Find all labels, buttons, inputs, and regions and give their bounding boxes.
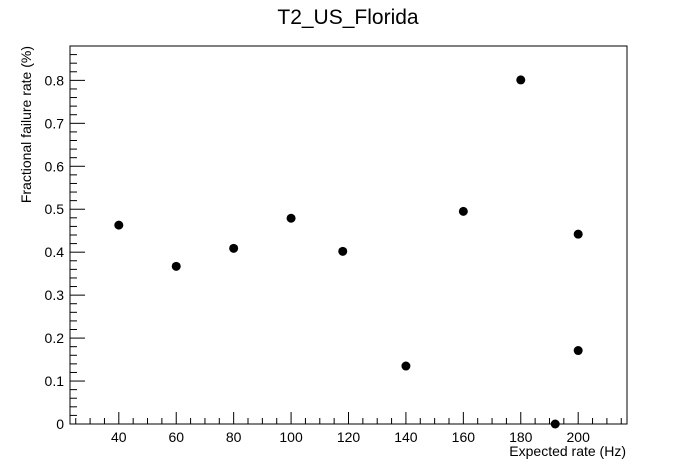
data-point — [573, 346, 583, 356]
x-tick-label: 200 — [567, 429, 591, 445]
data-points — [114, 75, 583, 429]
x-tick-label: 120 — [337, 429, 361, 445]
y-tick-label: 0.5 — [45, 201, 65, 217]
y-tick-label: 0.8 — [45, 72, 65, 88]
data-point — [516, 75, 526, 85]
x-tick-label: 100 — [279, 429, 303, 445]
data-point — [550, 419, 560, 429]
data-point — [401, 361, 411, 371]
data-point — [286, 213, 296, 223]
y-tick-label: 0.2 — [45, 330, 65, 346]
y-axis-title: Fractional failure rate (%) — [18, 46, 34, 203]
x-axis-title: Expected rate (Hz) — [509, 443, 626, 459]
y-tick-label: 0.7 — [45, 115, 65, 131]
x-tick-label: 160 — [452, 429, 476, 445]
x-tick-label: 180 — [509, 429, 533, 445]
chart-title: T2_US_Florida — [277, 6, 419, 29]
y-tick-label: 0.1 — [45, 373, 65, 389]
data-point — [114, 220, 124, 230]
x-tick-label: 80 — [226, 429, 242, 445]
data-point — [171, 261, 181, 271]
data-point — [229, 243, 239, 253]
y-tick-label: 0.3 — [45, 287, 65, 303]
y-tick-label: 0.4 — [45, 244, 65, 260]
data-point — [573, 229, 583, 239]
x-axis: 40 60 80 100 120 140 160 180 200 — [75, 412, 622, 445]
y-axis: 0 0.1 0.2 0.3 0.4 0.5 0.6 0.7 0.8 — [45, 54, 85, 432]
plot-frame — [69, 45, 628, 425]
x-tick-label: 40 — [111, 429, 127, 445]
x-tick-label: 140 — [394, 429, 418, 445]
y-tick-label: 0 — [56, 416, 64, 432]
y-tick-label: 0.6 — [45, 158, 65, 174]
data-point — [338, 246, 348, 256]
data-point — [458, 206, 468, 216]
x-tick-label: 60 — [168, 429, 184, 445]
